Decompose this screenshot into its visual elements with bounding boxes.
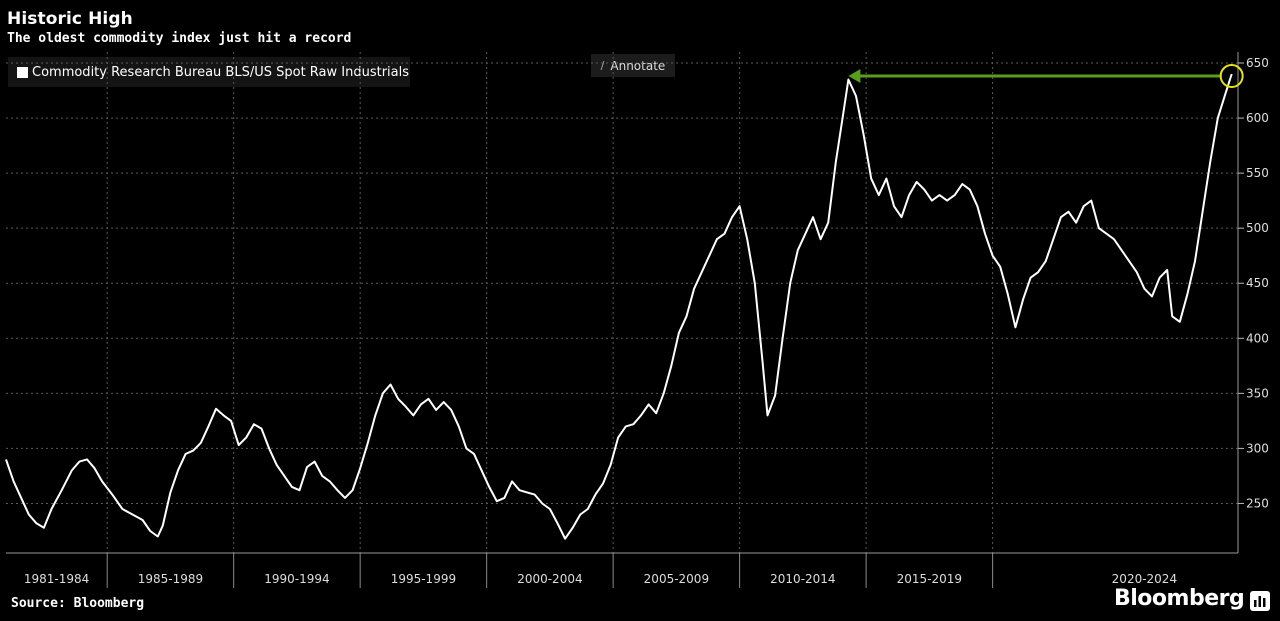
- annotation-circle: [1219, 64, 1244, 89]
- legend: Commodity Research Bureau BLS/US Spot Ra…: [8, 57, 410, 87]
- brand-logo: Bloomberg: [1114, 586, 1245, 611]
- x-tick-label: 2000-2004: [517, 572, 582, 586]
- annotation-arrowhead: [848, 69, 861, 84]
- legend-swatch: [17, 66, 28, 78]
- x-tick-label: 2015-2019: [897, 572, 962, 586]
- annotate-button[interactable]: ∕ Annotate: [591, 54, 675, 77]
- y-tick-label: 400: [1246, 331, 1269, 345]
- pencil-icon: ∕: [600, 59, 605, 72]
- chart-subtitle: The oldest commodity index just hit a re…: [7, 31, 352, 46]
- y-tick-label: 250: [1246, 496, 1269, 510]
- x-tick-label: 2020-2024: [1112, 572, 1177, 586]
- x-tick-label: 1981-1984: [24, 572, 89, 586]
- x-tick-label: 1990-1994: [264, 572, 329, 586]
- y-tick-label: 550: [1246, 166, 1269, 180]
- series-line: [5, 73, 1233, 540]
- x-tick-label: 1995-1999: [391, 572, 456, 586]
- x-tick-label: 1985-1989: [138, 572, 203, 586]
- legend-label: Commodity Research Bureau BLS/US Spot Ra…: [32, 64, 410, 80]
- chart-title: Historic High: [7, 9, 133, 29]
- chart-icon: [1250, 591, 1270, 611]
- y-tick-label: 300: [1246, 441, 1269, 455]
- y-tick-label: 500: [1246, 221, 1269, 235]
- x-tick-label: 2010-2014: [770, 572, 835, 586]
- y-tick-label: 600: [1246, 111, 1269, 125]
- annotate-label: Annotate: [610, 58, 666, 73]
- y-tick-label: 350: [1246, 386, 1269, 400]
- y-tick-label: 650: [1246, 56, 1269, 70]
- y-tick-label: 450: [1246, 276, 1269, 290]
- source-label: Source: Bloomberg: [11, 596, 145, 611]
- x-tick-label: 2005-2009: [644, 572, 709, 586]
